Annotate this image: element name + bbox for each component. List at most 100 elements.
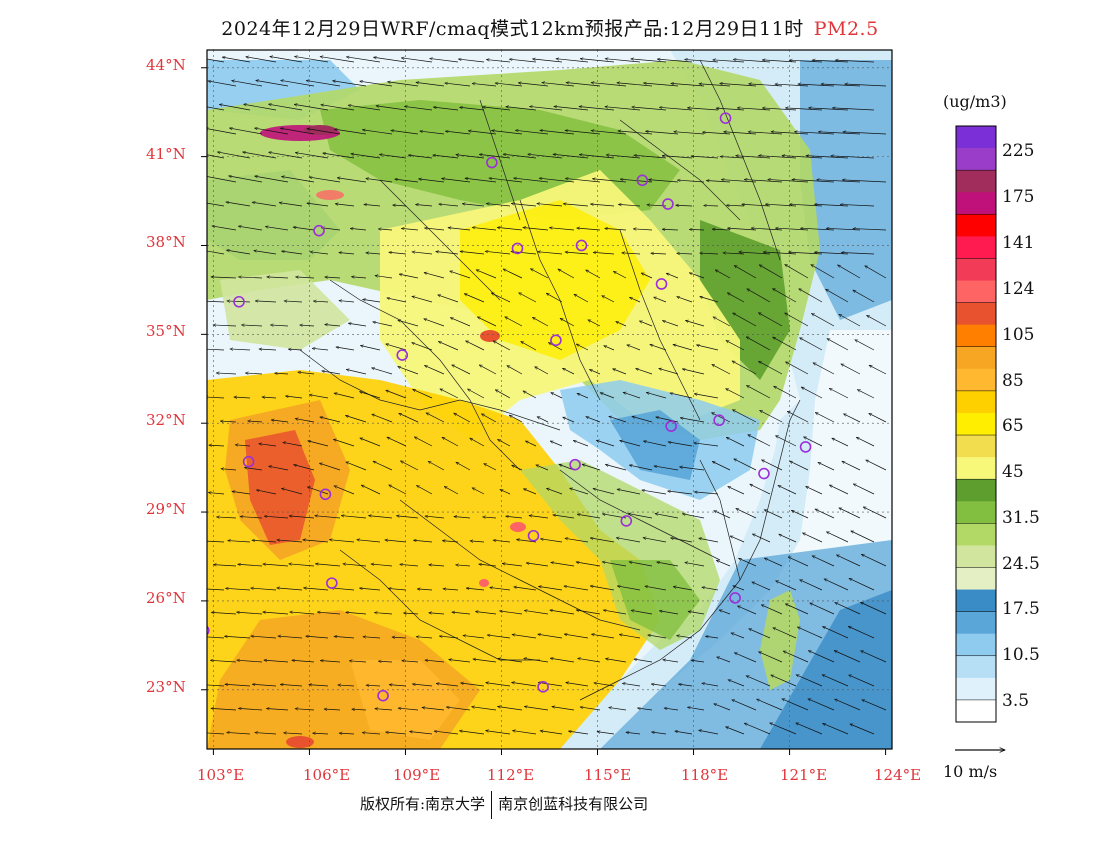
colorbar-label-175: 175 xyxy=(1002,187,1035,207)
wind-arrow xyxy=(861,553,887,567)
wind-arrow xyxy=(375,709,393,710)
wind-arrow xyxy=(464,293,485,303)
wind-arrow xyxy=(401,228,419,231)
wind-arrow xyxy=(229,176,263,183)
wind-arrow xyxy=(207,300,225,303)
wind-arrow xyxy=(277,540,303,543)
wind-arrow xyxy=(841,252,875,255)
wind-arrow xyxy=(773,627,797,639)
wind-arrow xyxy=(500,489,511,495)
wind-arrow xyxy=(794,132,835,135)
lat-label-29: 29°N xyxy=(146,500,186,518)
wind-arrow xyxy=(538,252,563,255)
wind-arrow xyxy=(821,84,861,87)
wind-arrow xyxy=(279,203,303,207)
wind-arrow xyxy=(493,340,511,351)
wind-arrow xyxy=(750,483,771,495)
wind-arrow xyxy=(211,612,237,615)
city-marker xyxy=(207,625,210,636)
wind-arrow xyxy=(388,588,407,591)
wind-arrow xyxy=(349,661,367,662)
wind-arrow xyxy=(271,420,289,423)
wind-arrow xyxy=(227,301,251,302)
wind-arrow xyxy=(386,390,407,399)
wind-arrow xyxy=(591,83,627,87)
wind-arrow xyxy=(733,312,757,327)
wind-arrow xyxy=(238,564,263,567)
wind-arrow xyxy=(732,409,757,423)
wind-arrow xyxy=(395,179,419,183)
wind-arrow xyxy=(226,250,251,255)
colorbar-label-31-5: 31.5 xyxy=(1002,508,1040,528)
wind-arrow xyxy=(855,339,875,351)
wind-arrow xyxy=(479,364,497,375)
wind-arrow xyxy=(552,707,575,711)
wind-arrow xyxy=(797,626,823,639)
wind-arrow xyxy=(592,179,627,183)
colorbar-swatch xyxy=(956,655,996,679)
wind-arrow xyxy=(716,108,745,111)
wind-arrow xyxy=(357,540,381,543)
city-marker xyxy=(620,515,633,527)
wind-arrow xyxy=(213,325,237,326)
wind-arrow xyxy=(528,154,563,159)
wind-arrow xyxy=(422,708,445,711)
wind-arrow xyxy=(408,155,433,159)
wind-arrow xyxy=(826,288,849,303)
wind-arrow xyxy=(678,684,693,687)
colorbar-swatch xyxy=(956,457,996,480)
wind-arrow xyxy=(362,130,393,135)
wind-arrow xyxy=(339,301,355,302)
wind-arrow xyxy=(434,731,459,735)
colorbar-label-124: 124 xyxy=(1002,279,1035,299)
wind-arrow xyxy=(643,83,679,87)
wind-arrow xyxy=(618,131,653,135)
wind-arrow xyxy=(211,277,237,278)
wind-arrow xyxy=(516,539,537,543)
wind-arrow xyxy=(470,541,485,542)
wind-arrow xyxy=(207,202,225,207)
wind-arrow xyxy=(823,723,849,735)
wind-arrow xyxy=(487,635,511,639)
wind-arrow xyxy=(673,344,693,351)
wind-arrow xyxy=(655,514,679,519)
wind-arrow xyxy=(334,636,355,639)
wind-arrow xyxy=(564,586,589,591)
wind-arrow xyxy=(270,56,303,63)
wind-arrow xyxy=(577,658,601,663)
wind-arrow xyxy=(294,104,329,111)
wind-arrow xyxy=(580,59,615,63)
wind-arrow xyxy=(456,155,485,159)
wind-arrow xyxy=(470,437,485,447)
wind-arrow xyxy=(429,565,445,566)
wind-arrow xyxy=(770,722,797,735)
wind-arrow xyxy=(726,436,745,447)
wind-arrow xyxy=(227,732,251,735)
wind-arrow xyxy=(466,340,485,351)
wind-arrow xyxy=(436,683,459,687)
wind-arrow xyxy=(472,227,497,231)
axis-ticks xyxy=(201,67,887,755)
wind-arrow xyxy=(364,204,381,207)
wind-arrow xyxy=(620,441,641,447)
wind-arrow xyxy=(649,180,679,183)
wind-arrow xyxy=(550,610,575,615)
wind-arrow xyxy=(281,177,315,183)
wind-arrow xyxy=(596,440,615,447)
wind-arrow xyxy=(645,586,667,591)
wind-arrow xyxy=(593,489,615,495)
wind-arrow xyxy=(207,128,237,135)
wind-arrow xyxy=(542,83,575,87)
wind-arrow xyxy=(613,369,627,375)
wind-arrow xyxy=(758,312,783,327)
wind-arrow xyxy=(689,229,705,230)
colorbar-swatch xyxy=(956,170,996,193)
wind-arrow xyxy=(530,268,549,279)
wind-arrow xyxy=(680,418,705,423)
wind-arrow xyxy=(594,683,615,687)
wind-arrow xyxy=(801,386,823,399)
wind-arrow xyxy=(746,336,771,351)
wind-arrow xyxy=(785,264,809,279)
wind-arrow xyxy=(603,610,627,615)
wind-arrow xyxy=(832,437,849,447)
